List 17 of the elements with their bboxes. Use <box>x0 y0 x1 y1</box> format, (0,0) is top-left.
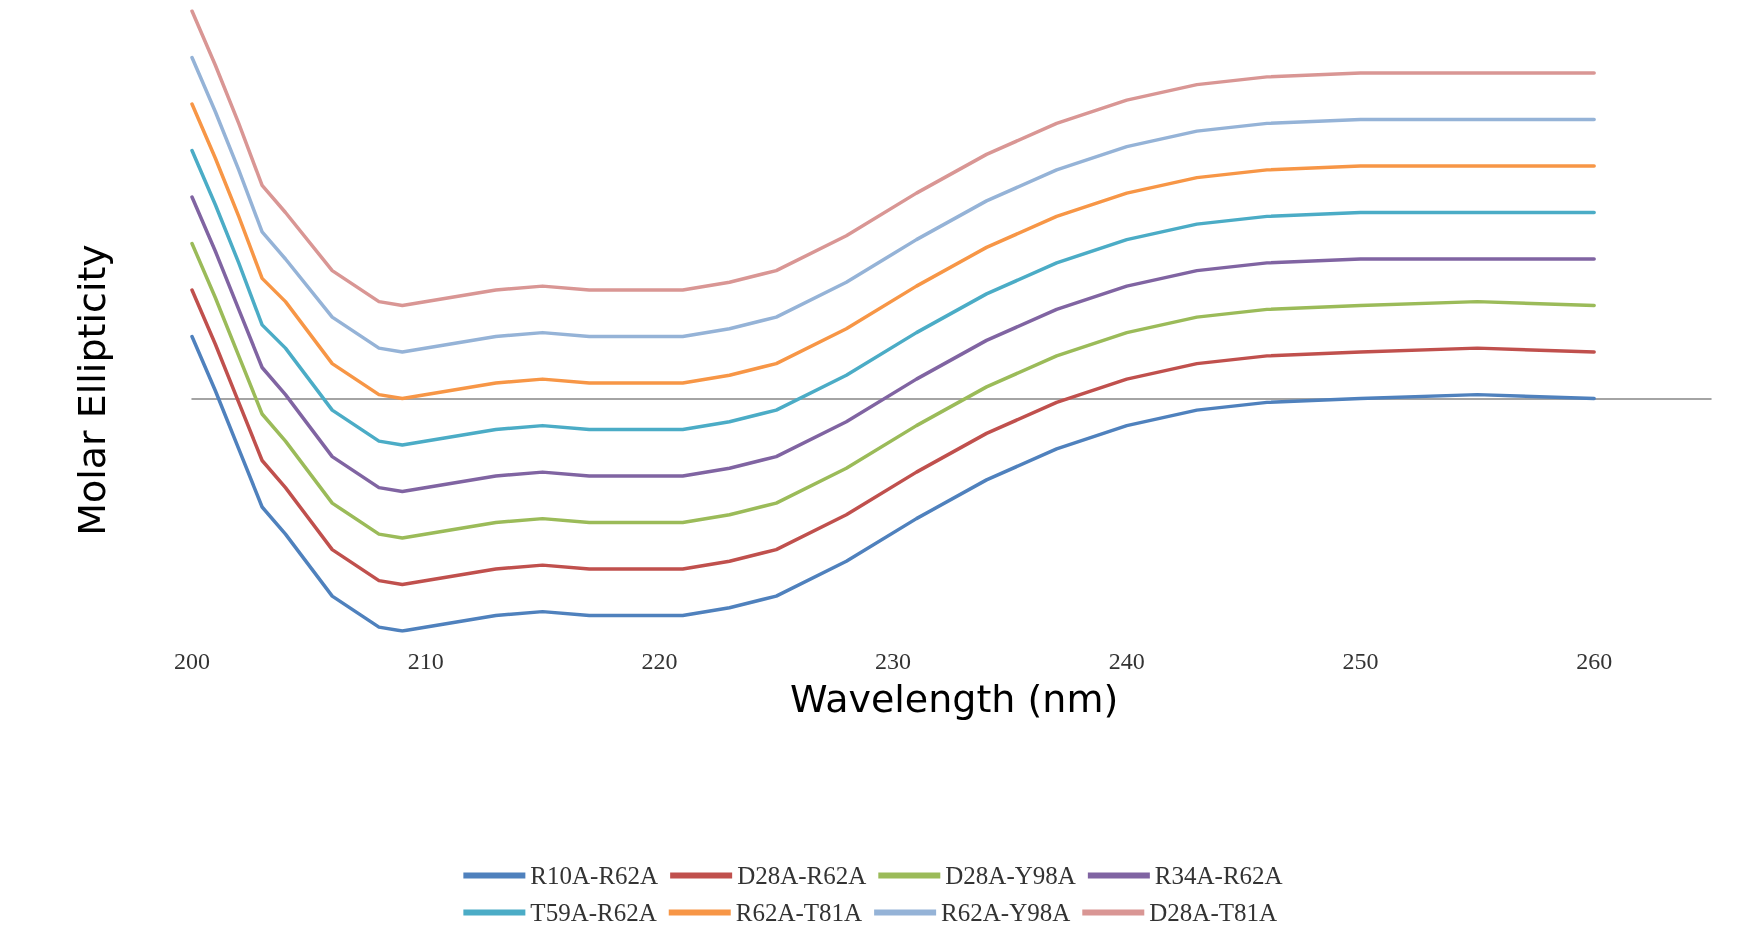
x-tick-label: 230 <box>875 648 912 674</box>
legend-label: R62A-T81A <box>735 899 863 926</box>
legend-label: D28A-T81A <box>1149 899 1278 926</box>
x-tick-label: 220 <box>641 648 678 674</box>
x-axis-title: Wavelength (nm) <box>790 677 1119 721</box>
legend-label: R10A-R62A <box>530 862 659 889</box>
x-tick-label: 210 <box>407 648 444 674</box>
legend-label: T59A-R62A <box>530 899 657 926</box>
legend-label: R62A-Y98A <box>941 899 1071 926</box>
legend-label: R34A-R62A <box>1154 862 1283 889</box>
legend-label: D28A-Y98A <box>945 862 1076 889</box>
x-tick-label: 260 <box>1576 648 1613 674</box>
x-tick-label: 240 <box>1108 648 1145 674</box>
legend-label: D28A-R62A <box>737 862 867 889</box>
x-tick-label: 200 <box>174 648 210 674</box>
x-tick-label: 250 <box>1342 648 1379 674</box>
y-axis-title: Molar Ellipticity <box>70 244 114 536</box>
